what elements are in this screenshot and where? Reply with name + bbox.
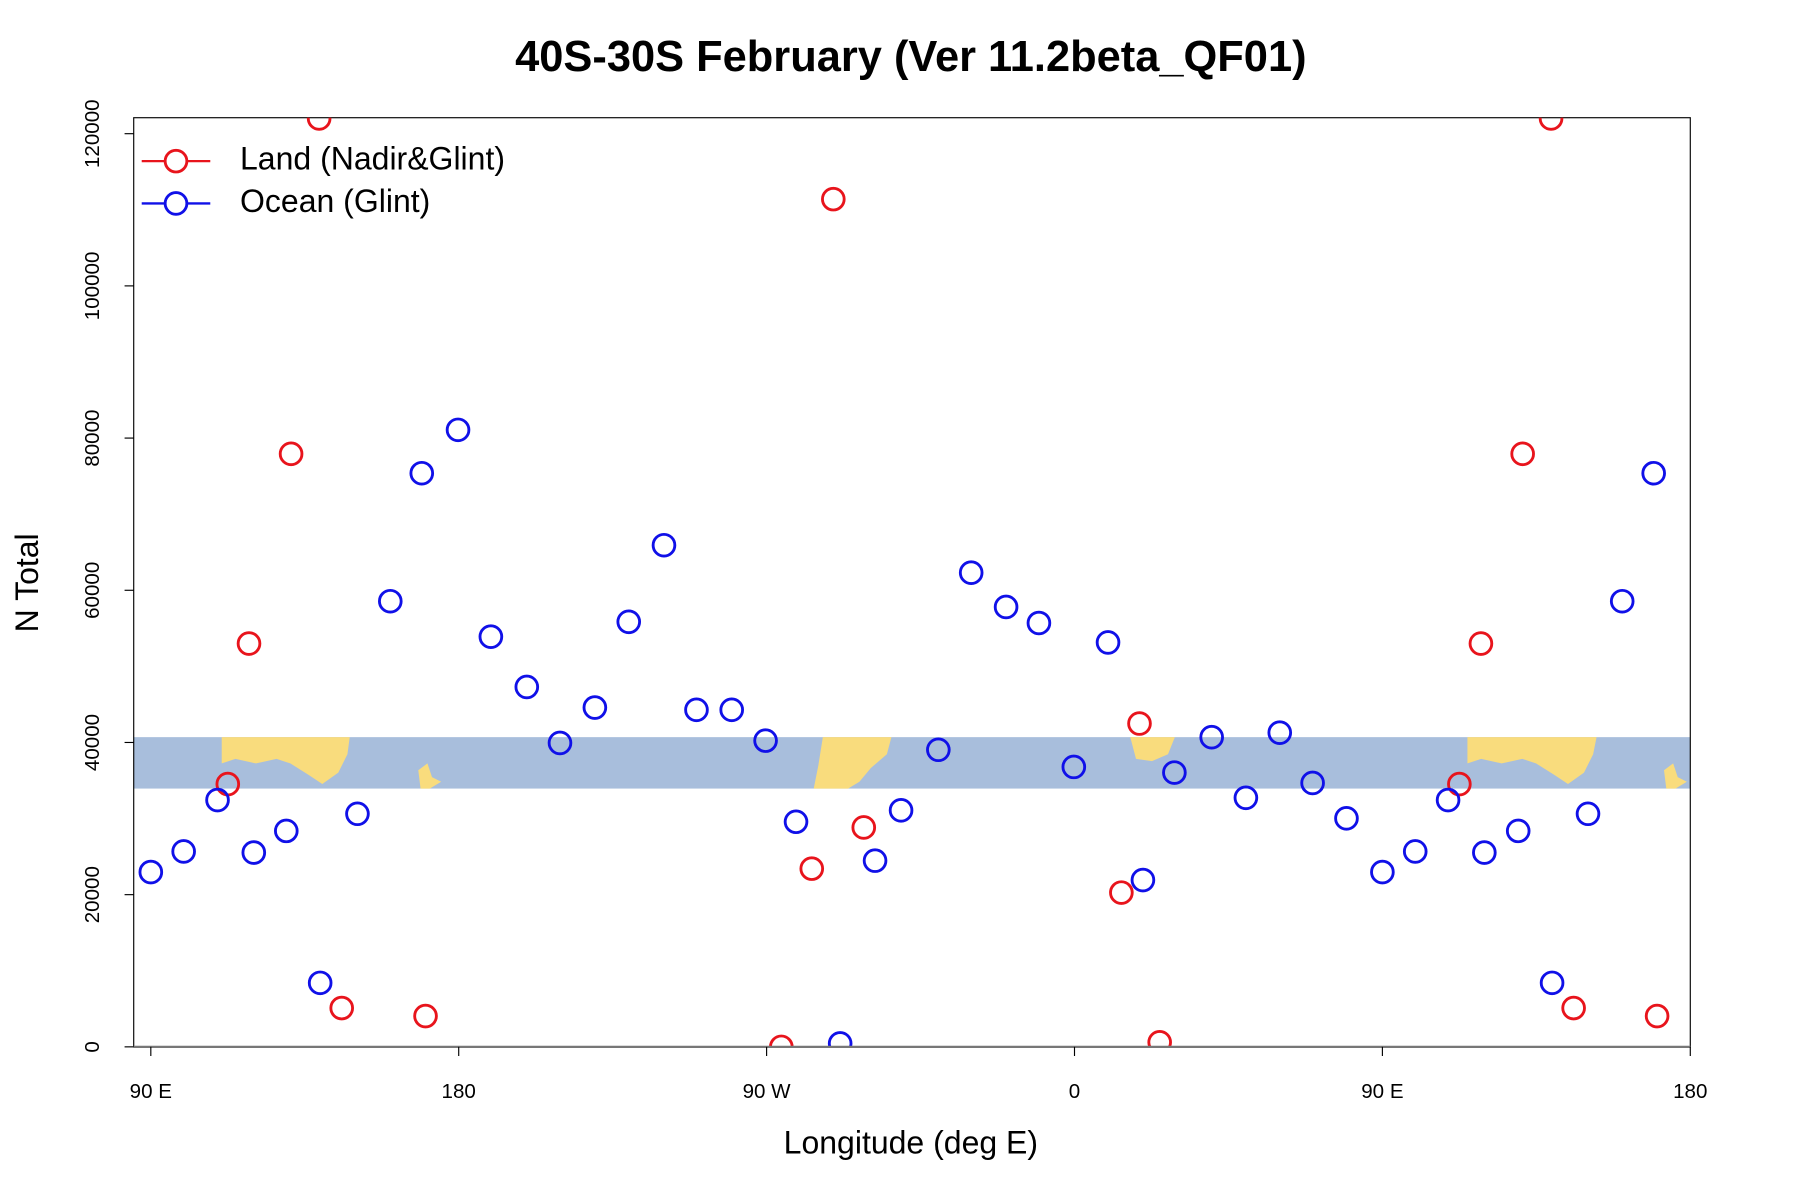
point — [1267, 720, 1293, 745]
point — [1644, 1003, 1670, 1029]
point — [1472, 840, 1497, 865]
point — [719, 697, 744, 723]
point — [1510, 441, 1535, 467]
point — [1147, 1030, 1172, 1047]
point — [827, 1031, 853, 1047]
point — [445, 417, 471, 443]
y-tick-label: 60000 — [81, 562, 104, 619]
point — [307, 970, 333, 996]
point — [205, 787, 230, 813]
point — [888, 798, 914, 823]
legend-marker — [163, 191, 189, 216]
point — [783, 809, 809, 835]
point — [1539, 970, 1565, 996]
point — [1127, 711, 1152, 736]
legend-label: Land (Nadir&Glint) — [240, 141, 505, 177]
point — [1468, 631, 1494, 656]
point — [684, 697, 709, 723]
map-land — [813, 737, 892, 789]
x-tick-label: 90 E — [130, 1080, 172, 1103]
point — [1162, 760, 1187, 785]
point — [1538, 117, 1564, 131]
point — [274, 818, 299, 844]
point — [1505, 818, 1531, 844]
map-land — [1130, 737, 1175, 762]
y-tick-label: 40000 — [81, 714, 104, 771]
x-axis-label: Longitude (deg E) — [784, 1125, 1038, 1161]
point — [547, 730, 573, 756]
y-tick-label: 80000 — [81, 409, 104, 466]
point — [926, 737, 951, 763]
point — [1061, 754, 1087, 780]
point — [993, 594, 1019, 620]
y-tick-label: 120000 — [81, 99, 104, 168]
point — [1561, 995, 1586, 1021]
point — [413, 1003, 438, 1029]
point — [799, 856, 825, 881]
point — [514, 674, 540, 700]
point — [278, 441, 304, 467]
point — [1575, 801, 1601, 827]
point — [821, 186, 846, 212]
point — [329, 995, 354, 1021]
y-tick-label: 20000 — [81, 866, 104, 923]
legend-label: Ocean (Glint) — [240, 183, 430, 219]
point — [651, 532, 677, 558]
x-tick-label: 180 — [1673, 1080, 1707, 1103]
point — [753, 728, 778, 753]
point — [409, 460, 435, 486]
point — [862, 848, 888, 873]
point — [582, 695, 608, 720]
map-land — [1467, 737, 1597, 784]
plot-area — [138, 117, 1670, 1047]
point — [345, 801, 370, 827]
y-tick-label: 0 — [81, 1041, 104, 1052]
x-tick-label: 0 — [1069, 1080, 1080, 1103]
point — [306, 117, 332, 131]
point — [1447, 771, 1472, 797]
point — [1026, 610, 1052, 636]
plot-frame — [133, 117, 1691, 1048]
point — [236, 631, 262, 656]
point — [1199, 724, 1224, 750]
point — [241, 840, 267, 865]
point — [769, 1034, 794, 1047]
point — [1435, 787, 1461, 813]
point — [1609, 588, 1635, 614]
map-land — [1664, 763, 1687, 789]
point — [171, 839, 196, 864]
point — [1233, 785, 1259, 811]
x-tick-label: 90 W — [743, 1080, 792, 1103]
map-land — [221, 737, 350, 784]
point — [958, 560, 984, 585]
point — [1130, 867, 1156, 893]
point — [616, 609, 642, 635]
point — [378, 588, 403, 614]
chart-title: 40S-30S February (Ver 11.2beta_QF01) — [515, 33, 1306, 81]
y-tick-label: 100000 — [81, 252, 104, 321]
point — [138, 859, 164, 885]
map-band-ocean — [133, 737, 1691, 789]
map-band — [133, 737, 1691, 789]
y-axis-label: N Total — [9, 533, 45, 632]
legend-marker — [163, 148, 189, 174]
x-tick-label: 90 E — [1361, 1080, 1403, 1103]
point — [478, 624, 504, 649]
point — [851, 815, 877, 840]
point — [1300, 770, 1325, 796]
point — [1641, 460, 1666, 486]
point — [1370, 859, 1395, 885]
x-tick-label: 180 — [442, 1080, 476, 1103]
map-land — [418, 763, 442, 789]
point — [1334, 806, 1359, 831]
point — [1109, 880, 1134, 905]
point — [1402, 839, 1428, 864]
point — [1095, 630, 1121, 655]
